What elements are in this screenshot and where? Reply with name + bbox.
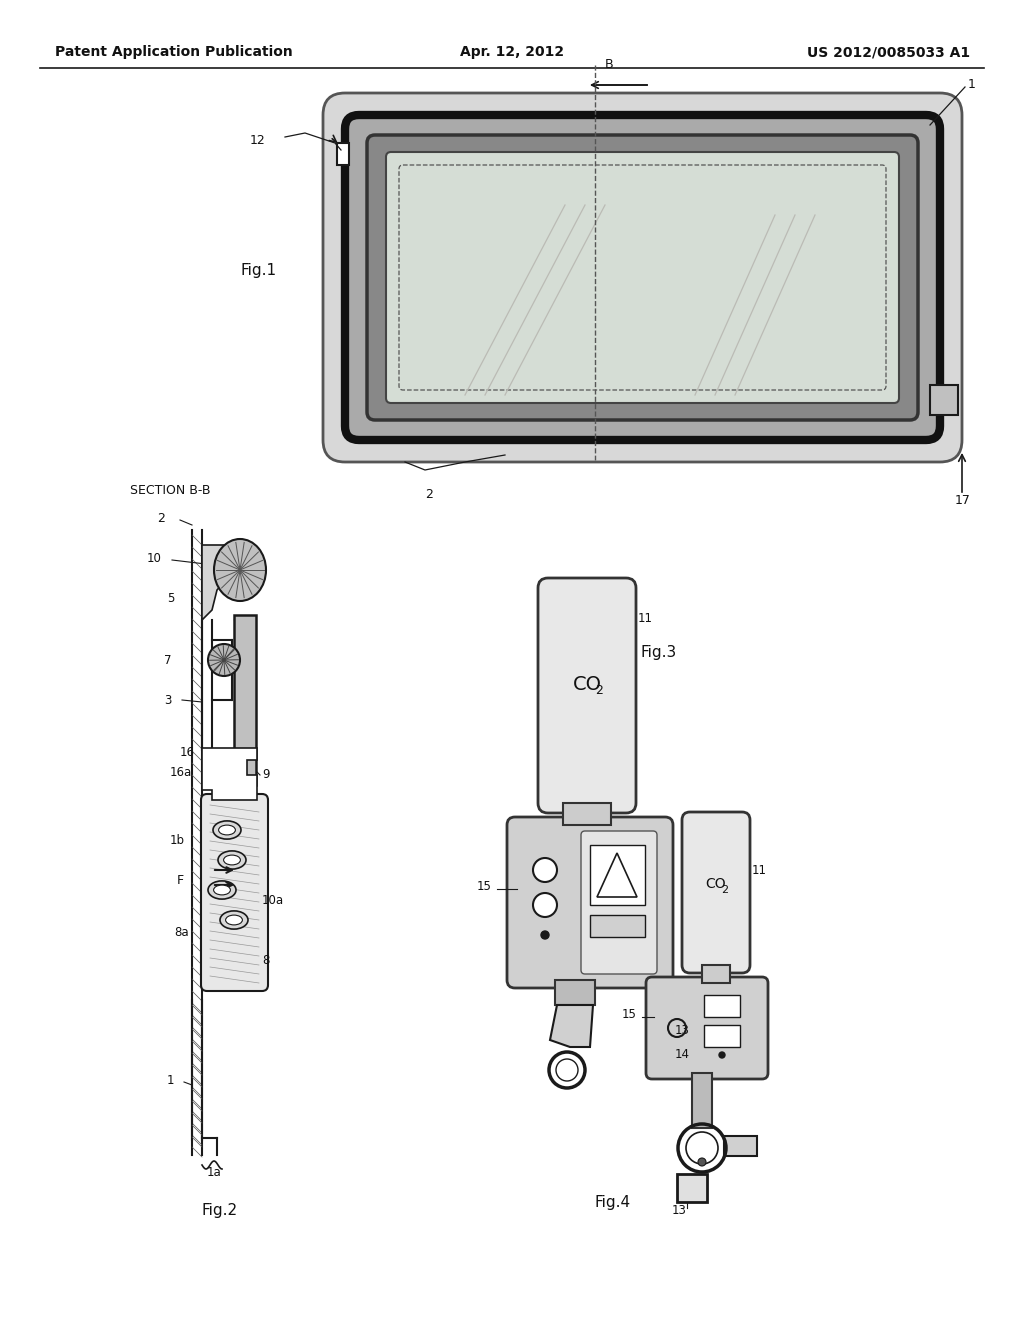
- Bar: [702, 965, 730, 983]
- Text: Patent Application Publication: Patent Application Publication: [55, 45, 293, 59]
- Polygon shape: [724, 1137, 757, 1156]
- Text: 2: 2: [425, 488, 433, 502]
- Text: 8a: 8a: [174, 925, 188, 939]
- FancyBboxPatch shape: [323, 92, 962, 462]
- Bar: [930, 385, 958, 414]
- Text: 2: 2: [595, 684, 603, 697]
- FancyBboxPatch shape: [367, 135, 918, 420]
- Text: 13: 13: [672, 1204, 687, 1217]
- Ellipse shape: [208, 880, 236, 899]
- Bar: [692, 1073, 712, 1129]
- Bar: [337, 143, 349, 165]
- Text: A: A: [542, 900, 548, 909]
- Text: 3: 3: [164, 693, 171, 706]
- Text: 17: 17: [955, 494, 971, 507]
- Bar: [677, 1173, 707, 1203]
- Ellipse shape: [214, 886, 230, 895]
- Text: 2a: 2a: [234, 644, 249, 656]
- Text: 6: 6: [232, 614, 240, 627]
- Text: 13: 13: [675, 1023, 690, 1036]
- Ellipse shape: [225, 915, 243, 925]
- Text: 14: 14: [675, 1048, 690, 1061]
- FancyBboxPatch shape: [581, 832, 657, 974]
- FancyBboxPatch shape: [682, 812, 750, 973]
- Text: 10a: 10a: [262, 894, 284, 907]
- Text: 12: 12: [250, 133, 266, 147]
- Ellipse shape: [218, 851, 246, 869]
- FancyBboxPatch shape: [507, 817, 673, 987]
- Text: 1b: 1b: [170, 833, 185, 846]
- Polygon shape: [202, 545, 230, 620]
- Bar: [590, 845, 645, 906]
- Text: 11: 11: [752, 863, 767, 876]
- Text: A: A: [719, 1031, 726, 1041]
- Circle shape: [208, 644, 240, 676]
- Text: 8: 8: [262, 953, 269, 966]
- Text: CO: CO: [706, 876, 726, 891]
- Circle shape: [541, 931, 549, 939]
- Text: Fig.1: Fig.1: [240, 263, 276, 277]
- Text: 15: 15: [622, 1008, 637, 1022]
- Circle shape: [698, 1158, 706, 1166]
- Text: 10: 10: [147, 552, 162, 565]
- Ellipse shape: [213, 821, 241, 840]
- Text: Fig.2: Fig.2: [202, 1203, 238, 1217]
- Text: B: B: [605, 58, 613, 71]
- Text: SECTION B-B: SECTION B-B: [130, 483, 211, 496]
- Text: C: C: [542, 865, 549, 875]
- Ellipse shape: [214, 539, 266, 601]
- Text: 11: 11: [638, 611, 653, 624]
- Bar: [555, 979, 595, 1005]
- Text: B: B: [719, 1001, 726, 1011]
- FancyBboxPatch shape: [386, 152, 899, 403]
- Text: US 2012/0085033 A1: US 2012/0085033 A1: [807, 45, 970, 59]
- Bar: [705, 995, 740, 1016]
- Ellipse shape: [218, 825, 236, 836]
- Text: 2: 2: [722, 884, 728, 895]
- Text: Apr. 12, 2012: Apr. 12, 2012: [460, 45, 564, 59]
- Circle shape: [534, 858, 557, 882]
- FancyBboxPatch shape: [538, 578, 636, 813]
- Circle shape: [719, 1052, 725, 1059]
- Text: F: F: [177, 874, 184, 887]
- Text: 5: 5: [167, 591, 174, 605]
- FancyBboxPatch shape: [201, 795, 268, 991]
- Text: 1: 1: [167, 1073, 174, 1086]
- Text: 16a: 16a: [170, 766, 193, 779]
- FancyBboxPatch shape: [345, 115, 940, 440]
- Text: 16: 16: [180, 746, 195, 759]
- Text: B: B: [605, 305, 613, 318]
- Ellipse shape: [223, 855, 241, 865]
- Text: 15: 15: [477, 880, 492, 894]
- Bar: [705, 1026, 740, 1047]
- Text: 9: 9: [262, 768, 269, 781]
- Polygon shape: [202, 748, 257, 800]
- Polygon shape: [550, 1005, 593, 1047]
- FancyBboxPatch shape: [646, 977, 768, 1078]
- Text: 7: 7: [164, 653, 171, 667]
- Text: 1: 1: [968, 78, 976, 91]
- Bar: [563, 803, 611, 825]
- Circle shape: [534, 894, 557, 917]
- Bar: [590, 915, 645, 937]
- Polygon shape: [597, 853, 637, 898]
- Ellipse shape: [220, 911, 248, 929]
- Text: Fig.3: Fig.3: [641, 645, 677, 660]
- Text: 4: 4: [237, 673, 245, 686]
- Text: 1a: 1a: [207, 1166, 222, 1179]
- Text: 2: 2: [157, 511, 165, 524]
- Text: CO: CO: [572, 676, 601, 694]
- Bar: [234, 615, 256, 785]
- Text: Fig.4: Fig.4: [595, 1196, 631, 1210]
- Text: B: B: [613, 921, 621, 931]
